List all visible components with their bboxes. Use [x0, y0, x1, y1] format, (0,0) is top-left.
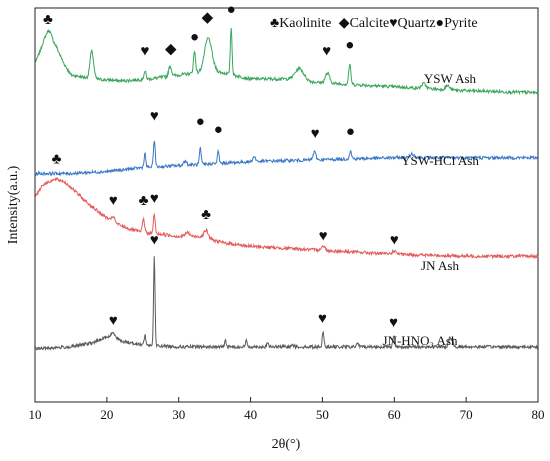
legend-label-quartz: Quartz: [398, 16, 436, 31]
phase-marker: ♣: [52, 152, 62, 168]
phase-marker: ♥: [319, 228, 328, 244]
phase-marker: ●: [227, 2, 236, 18]
phase-marker: ●: [214, 122, 223, 138]
x-tick-label: 40: [244, 407, 257, 422]
phase-marker: ◆: [165, 41, 177, 57]
phase-marker: ♥: [150, 191, 159, 207]
phase-marker: ♣: [139, 193, 149, 209]
legend-text: ♣Kaolinite ◆Calcite♥Quartz●Pyrite: [270, 16, 478, 31]
phase-marker: ♥: [150, 108, 159, 124]
legend-label-calcite: Calcite: [350, 16, 390, 31]
series-label-0: YSW Ash: [424, 71, 477, 86]
phase-marker: ♥: [322, 43, 331, 59]
legend-symbol-kaolinite: ♣: [270, 16, 279, 31]
phase-marker: ●: [346, 124, 355, 140]
phase-marker: ●: [190, 29, 199, 45]
plot-frame: [34, 7, 539, 403]
x-axis-ticks: 10 20 30 40 50 60 70 80: [29, 397, 545, 422]
legend-label-kaolinite: Kaolinite: [279, 16, 331, 31]
phase-marker: ♥: [318, 311, 327, 327]
series-label-layer: YSW Ash YSW-HCl Ash JN Ash JN-HNO₃ Ash: [383, 71, 480, 348]
x-tick-label: 80: [532, 407, 545, 422]
x-tick-label: 10: [29, 407, 42, 422]
phase-marker: ♥: [140, 43, 149, 59]
series-label-1: YSW-HCl Ash: [401, 153, 479, 168]
legend-symbol-calcite: ◆: [339, 16, 350, 31]
series-line-1: [34, 140, 539, 177]
phase-marker: ♥: [109, 313, 118, 329]
phase-marker: ♥: [109, 193, 118, 209]
annotation-layer: ♣♥ ◆●◆ ●♥ ●♥ ● ● ♥ ●♣♥ ♣ ♥♣♥ ♥♥♥ ♥ ♥: [43, 2, 399, 331]
legend: ♣Kaolinite ◆Calcite♥Quartz●Pyrite: [270, 16, 478, 31]
series-line-0: [34, 27, 539, 96]
series-line-2: [34, 177, 539, 260]
phase-marker: ♥: [389, 315, 398, 331]
series-line-3: [34, 256, 539, 352]
y-axis-label: Intensity(a.u.): [6, 165, 21, 244]
x-tick-label: 70: [460, 407, 473, 422]
phase-marker: ♣: [43, 12, 53, 28]
phase-marker: ♣: [201, 207, 211, 223]
phase-marker: ♥: [390, 232, 399, 248]
x-tick-label: 60: [388, 407, 401, 422]
x-tick-label: 50: [316, 407, 329, 422]
phase-marker: ♥: [311, 126, 320, 142]
phase-marker: ♥: [150, 232, 159, 248]
x-tick-label: 20: [100, 407, 113, 422]
series-label-2: JN Ash: [421, 258, 459, 273]
phase-marker: ●: [196, 114, 205, 130]
x-tick-label: 30: [172, 407, 185, 422]
phase-marker: ◆: [202, 10, 214, 26]
series-label-3: JN-HNO₃ Ash: [383, 333, 458, 348]
legend-symbol-pyrite: ●: [436, 16, 444, 31]
legend-label-pyrite: Pyrite: [444, 16, 477, 31]
series-layer: [34, 27, 539, 352]
legend-symbol-quartz: ♥: [389, 16, 397, 31]
x-axis-label: 2θ(°): [272, 437, 301, 452]
phase-marker: ●: [345, 37, 354, 53]
